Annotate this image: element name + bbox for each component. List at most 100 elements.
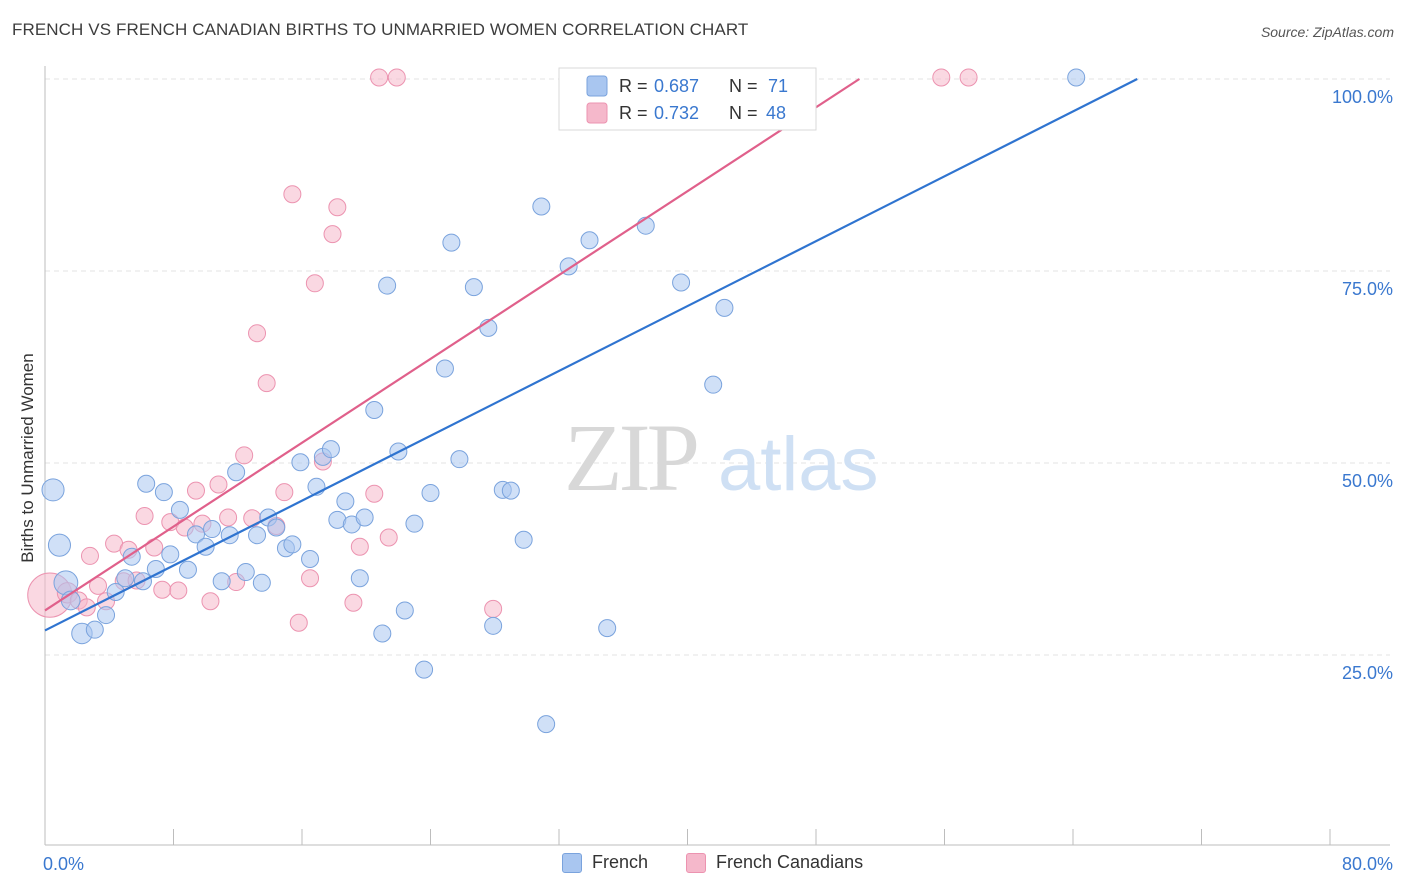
point-french <box>154 483 173 502</box>
trend-line-french <box>44 78 1138 632</box>
point-french <box>1067 68 1086 87</box>
point-french-canadians <box>365 484 384 503</box>
point-french-canadians <box>169 581 188 600</box>
y-tick-label: 75.0% <box>1342 279 1393 299</box>
y-tick-label: 100.0% <box>1332 87 1393 107</box>
point-french <box>442 233 461 252</box>
legend-n-label-french-canadians: N = <box>729 103 758 123</box>
trend-lines <box>44 78 1138 632</box>
legend-label-french: French <box>592 852 649 872</box>
point-french-canadians <box>235 446 254 465</box>
point-french-canadians <box>379 528 398 547</box>
point-french-canadians <box>186 481 205 500</box>
point-french-canadians <box>248 324 267 343</box>
point-french <box>336 492 355 511</box>
y-tick-labels: 25.0% 50.0% 75.0% 100.0% <box>1332 87 1393 683</box>
point-french-canadians <box>257 374 276 393</box>
point-french <box>203 520 222 539</box>
legend-item-french[interactable]: French <box>562 852 648 873</box>
point-french <box>252 573 271 592</box>
legend-r-label-french-canadians: R = <box>619 103 648 123</box>
point-french-canadians <box>301 569 320 588</box>
point-french-canadians <box>959 68 978 87</box>
point-french <box>137 474 156 493</box>
watermark-zip: ZIP <box>564 404 697 511</box>
point-french <box>122 547 141 566</box>
point-french-canadians <box>153 580 172 599</box>
point-french <box>116 569 135 588</box>
point-french <box>248 526 267 545</box>
point-french <box>537 715 556 734</box>
point-french-canadians <box>387 68 406 87</box>
x-tick-labels: 0.0% 80.0% <box>43 854 1393 874</box>
point-french-canadians <box>135 506 154 525</box>
gridlines <box>45 78 1390 656</box>
x-tick-label: 80.0% <box>1342 854 1393 874</box>
point-french <box>532 197 551 216</box>
point-french-canadians <box>80 546 99 565</box>
legend-swatch-french-canadians <box>686 852 706 873</box>
point-french <box>291 453 310 472</box>
point-french <box>514 530 533 549</box>
legend-r-value-french-canadians: 0.732 <box>654 103 699 123</box>
point-french-canadians <box>328 198 347 217</box>
legend-n-value-french-canadians: 48 <box>766 103 786 123</box>
point-french-canadians <box>283 185 302 204</box>
point-french-canadians <box>323 225 342 244</box>
legend-item-french-canadians[interactable]: French Canadians <box>686 852 863 873</box>
point-french <box>405 514 424 533</box>
point-french <box>267 518 286 537</box>
legend-swatch-french-canadians <box>586 102 608 124</box>
point-french <box>704 375 723 394</box>
point-french <box>97 606 116 625</box>
point-french-canadians <box>484 599 503 618</box>
point-french <box>378 276 397 295</box>
point-french <box>47 533 72 557</box>
legend-label-french-canadians: French Canadians <box>716 852 864 872</box>
point-french-canadians <box>275 483 294 502</box>
point-french <box>598 619 617 638</box>
point-french-canadians <box>344 593 363 612</box>
point-french <box>212 572 231 591</box>
point-french <box>373 624 392 643</box>
point-french <box>464 278 483 297</box>
y-axis-label: Births to Unmarried Women <box>18 353 37 562</box>
watermark-atlas: atlas <box>718 422 879 507</box>
point-french-canadians <box>370 68 389 87</box>
source-label: Source: ZipAtlas.com <box>1260 24 1394 40</box>
point-french-canadians <box>289 613 308 632</box>
point-french <box>355 508 374 527</box>
point-french <box>415 660 434 679</box>
point-french <box>421 483 440 502</box>
watermark: ZIP atlas <box>564 404 879 511</box>
point-french-canadians <box>350 537 369 556</box>
point-french <box>395 601 414 620</box>
legend-swatch-french <box>562 852 582 873</box>
point-french <box>321 440 340 459</box>
point-french-canadians <box>219 508 238 527</box>
point-french <box>178 560 197 579</box>
point-french <box>484 616 503 635</box>
point-french <box>186 525 205 544</box>
point-french <box>236 563 255 582</box>
trend-line-french-canadians <box>44 78 860 612</box>
point-french <box>227 463 246 482</box>
point-french-canadians <box>201 592 220 611</box>
point-french <box>283 535 302 554</box>
y-tick-label: 50.0% <box>1342 471 1393 491</box>
point-french-canadians <box>305 274 324 293</box>
y-tick-label: 25.0% <box>1342 663 1393 683</box>
point-french-canadians <box>243 509 262 528</box>
point-french <box>170 500 189 519</box>
legend-r-label-french: R = <box>619 76 648 96</box>
point-french <box>450 450 469 469</box>
point-french <box>85 620 104 639</box>
x-tick-label: 0.0% <box>43 854 84 874</box>
correlation-legend: R = 0.687 N = 71 R = 0.732 N = 48 <box>558 67 817 131</box>
point-french <box>301 550 320 568</box>
point-french <box>365 401 384 420</box>
chart-title: FRENCH VS FRENCH CANADIAN BIRTHS TO UNMA… <box>12 20 749 39</box>
point-french <box>161 545 180 564</box>
point-french <box>501 481 520 500</box>
